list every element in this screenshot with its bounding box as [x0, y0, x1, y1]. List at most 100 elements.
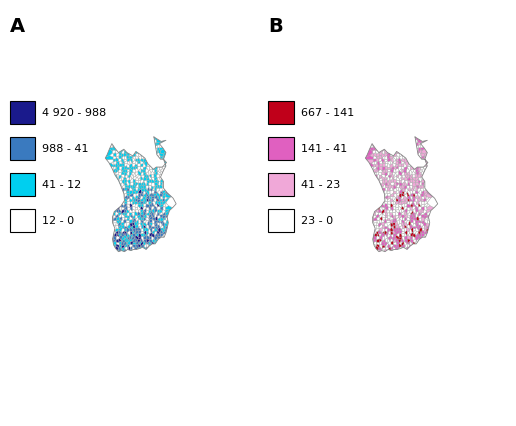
- Polygon shape: [147, 164, 149, 167]
- Polygon shape: [130, 201, 133, 205]
- Polygon shape: [422, 228, 425, 231]
- Polygon shape: [382, 167, 385, 170]
- Polygon shape: [411, 69, 417, 137]
- Polygon shape: [396, 172, 399, 176]
- Polygon shape: [419, 238, 422, 244]
- Polygon shape: [29, 197, 107, 202]
- Polygon shape: [164, 202, 166, 207]
- Polygon shape: [348, 226, 373, 235]
- Polygon shape: [379, 190, 382, 194]
- Polygon shape: [155, 168, 157, 173]
- Polygon shape: [155, 226, 158, 230]
- Polygon shape: [133, 153, 136, 157]
- Polygon shape: [399, 223, 402, 227]
- Polygon shape: [396, 182, 399, 186]
- Polygon shape: [421, 175, 424, 178]
- Polygon shape: [135, 211, 138, 216]
- Polygon shape: [379, 224, 382, 229]
- Polygon shape: [410, 236, 413, 239]
- Polygon shape: [154, 241, 157, 263]
- Polygon shape: [68, 139, 112, 158]
- Polygon shape: [418, 136, 423, 139]
- Polygon shape: [158, 181, 160, 186]
- Polygon shape: [408, 161, 411, 164]
- Polygon shape: [412, 171, 415, 175]
- Polygon shape: [421, 147, 426, 151]
- Polygon shape: [382, 228, 385, 232]
- Polygon shape: [427, 193, 432, 198]
- Polygon shape: [402, 236, 405, 241]
- Polygon shape: [140, 222, 143, 226]
- Polygon shape: [29, 190, 108, 199]
- Polygon shape: [140, 238, 143, 242]
- Polygon shape: [171, 207, 217, 238]
- Polygon shape: [114, 236, 116, 240]
- Polygon shape: [135, 210, 138, 213]
- Polygon shape: [393, 141, 396, 145]
- Polygon shape: [422, 190, 424, 195]
- Polygon shape: [122, 231, 124, 235]
- Polygon shape: [130, 164, 133, 169]
- Polygon shape: [150, 155, 152, 158]
- Polygon shape: [109, 167, 114, 173]
- Polygon shape: [109, 153, 114, 157]
- Polygon shape: [116, 250, 119, 254]
- Polygon shape: [130, 187, 133, 191]
- Polygon shape: [396, 72, 402, 138]
- Polygon shape: [421, 222, 424, 227]
- Polygon shape: [376, 239, 379, 242]
- Polygon shape: [138, 158, 140, 162]
- Polygon shape: [407, 192, 410, 197]
- Polygon shape: [393, 219, 395, 223]
- Polygon shape: [126, 155, 130, 159]
- Polygon shape: [116, 193, 119, 197]
- Polygon shape: [393, 247, 395, 250]
- Polygon shape: [143, 150, 146, 155]
- Polygon shape: [377, 216, 380, 220]
- Polygon shape: [143, 157, 147, 163]
- Polygon shape: [144, 161, 147, 167]
- Polygon shape: [165, 197, 168, 200]
- Polygon shape: [390, 244, 393, 248]
- Polygon shape: [140, 136, 143, 139]
- Bar: [268, 209, 294, 232]
- Polygon shape: [160, 201, 163, 204]
- Polygon shape: [147, 186, 150, 191]
- Polygon shape: [405, 173, 407, 176]
- Polygon shape: [391, 223, 393, 227]
- Polygon shape: [377, 208, 379, 213]
- Polygon shape: [114, 161, 117, 165]
- Polygon shape: [163, 163, 165, 166]
- Polygon shape: [152, 150, 155, 155]
- Polygon shape: [413, 170, 416, 174]
- Polygon shape: [418, 54, 467, 138]
- Polygon shape: [413, 208, 416, 213]
- Polygon shape: [155, 213, 157, 218]
- Polygon shape: [421, 188, 424, 192]
- Polygon shape: [402, 153, 405, 156]
- Polygon shape: [408, 190, 411, 196]
- Polygon shape: [113, 215, 116, 219]
- Polygon shape: [121, 147, 124, 152]
- Polygon shape: [421, 167, 424, 170]
- Polygon shape: [388, 227, 390, 232]
- Polygon shape: [155, 216, 158, 221]
- Polygon shape: [129, 213, 132, 216]
- Polygon shape: [381, 182, 385, 187]
- Polygon shape: [385, 169, 388, 173]
- Polygon shape: [138, 193, 141, 198]
- Polygon shape: [390, 250, 393, 268]
- Polygon shape: [126, 222, 130, 227]
- Polygon shape: [122, 160, 125, 164]
- Polygon shape: [133, 198, 135, 202]
- Polygon shape: [137, 211, 141, 216]
- Polygon shape: [151, 206, 154, 210]
- Polygon shape: [133, 136, 135, 141]
- Polygon shape: [127, 140, 130, 143]
- Polygon shape: [147, 220, 150, 225]
- Polygon shape: [382, 163, 385, 167]
- Polygon shape: [151, 212, 154, 217]
- Polygon shape: [408, 155, 411, 159]
- Polygon shape: [393, 238, 396, 242]
- Polygon shape: [404, 225, 407, 228]
